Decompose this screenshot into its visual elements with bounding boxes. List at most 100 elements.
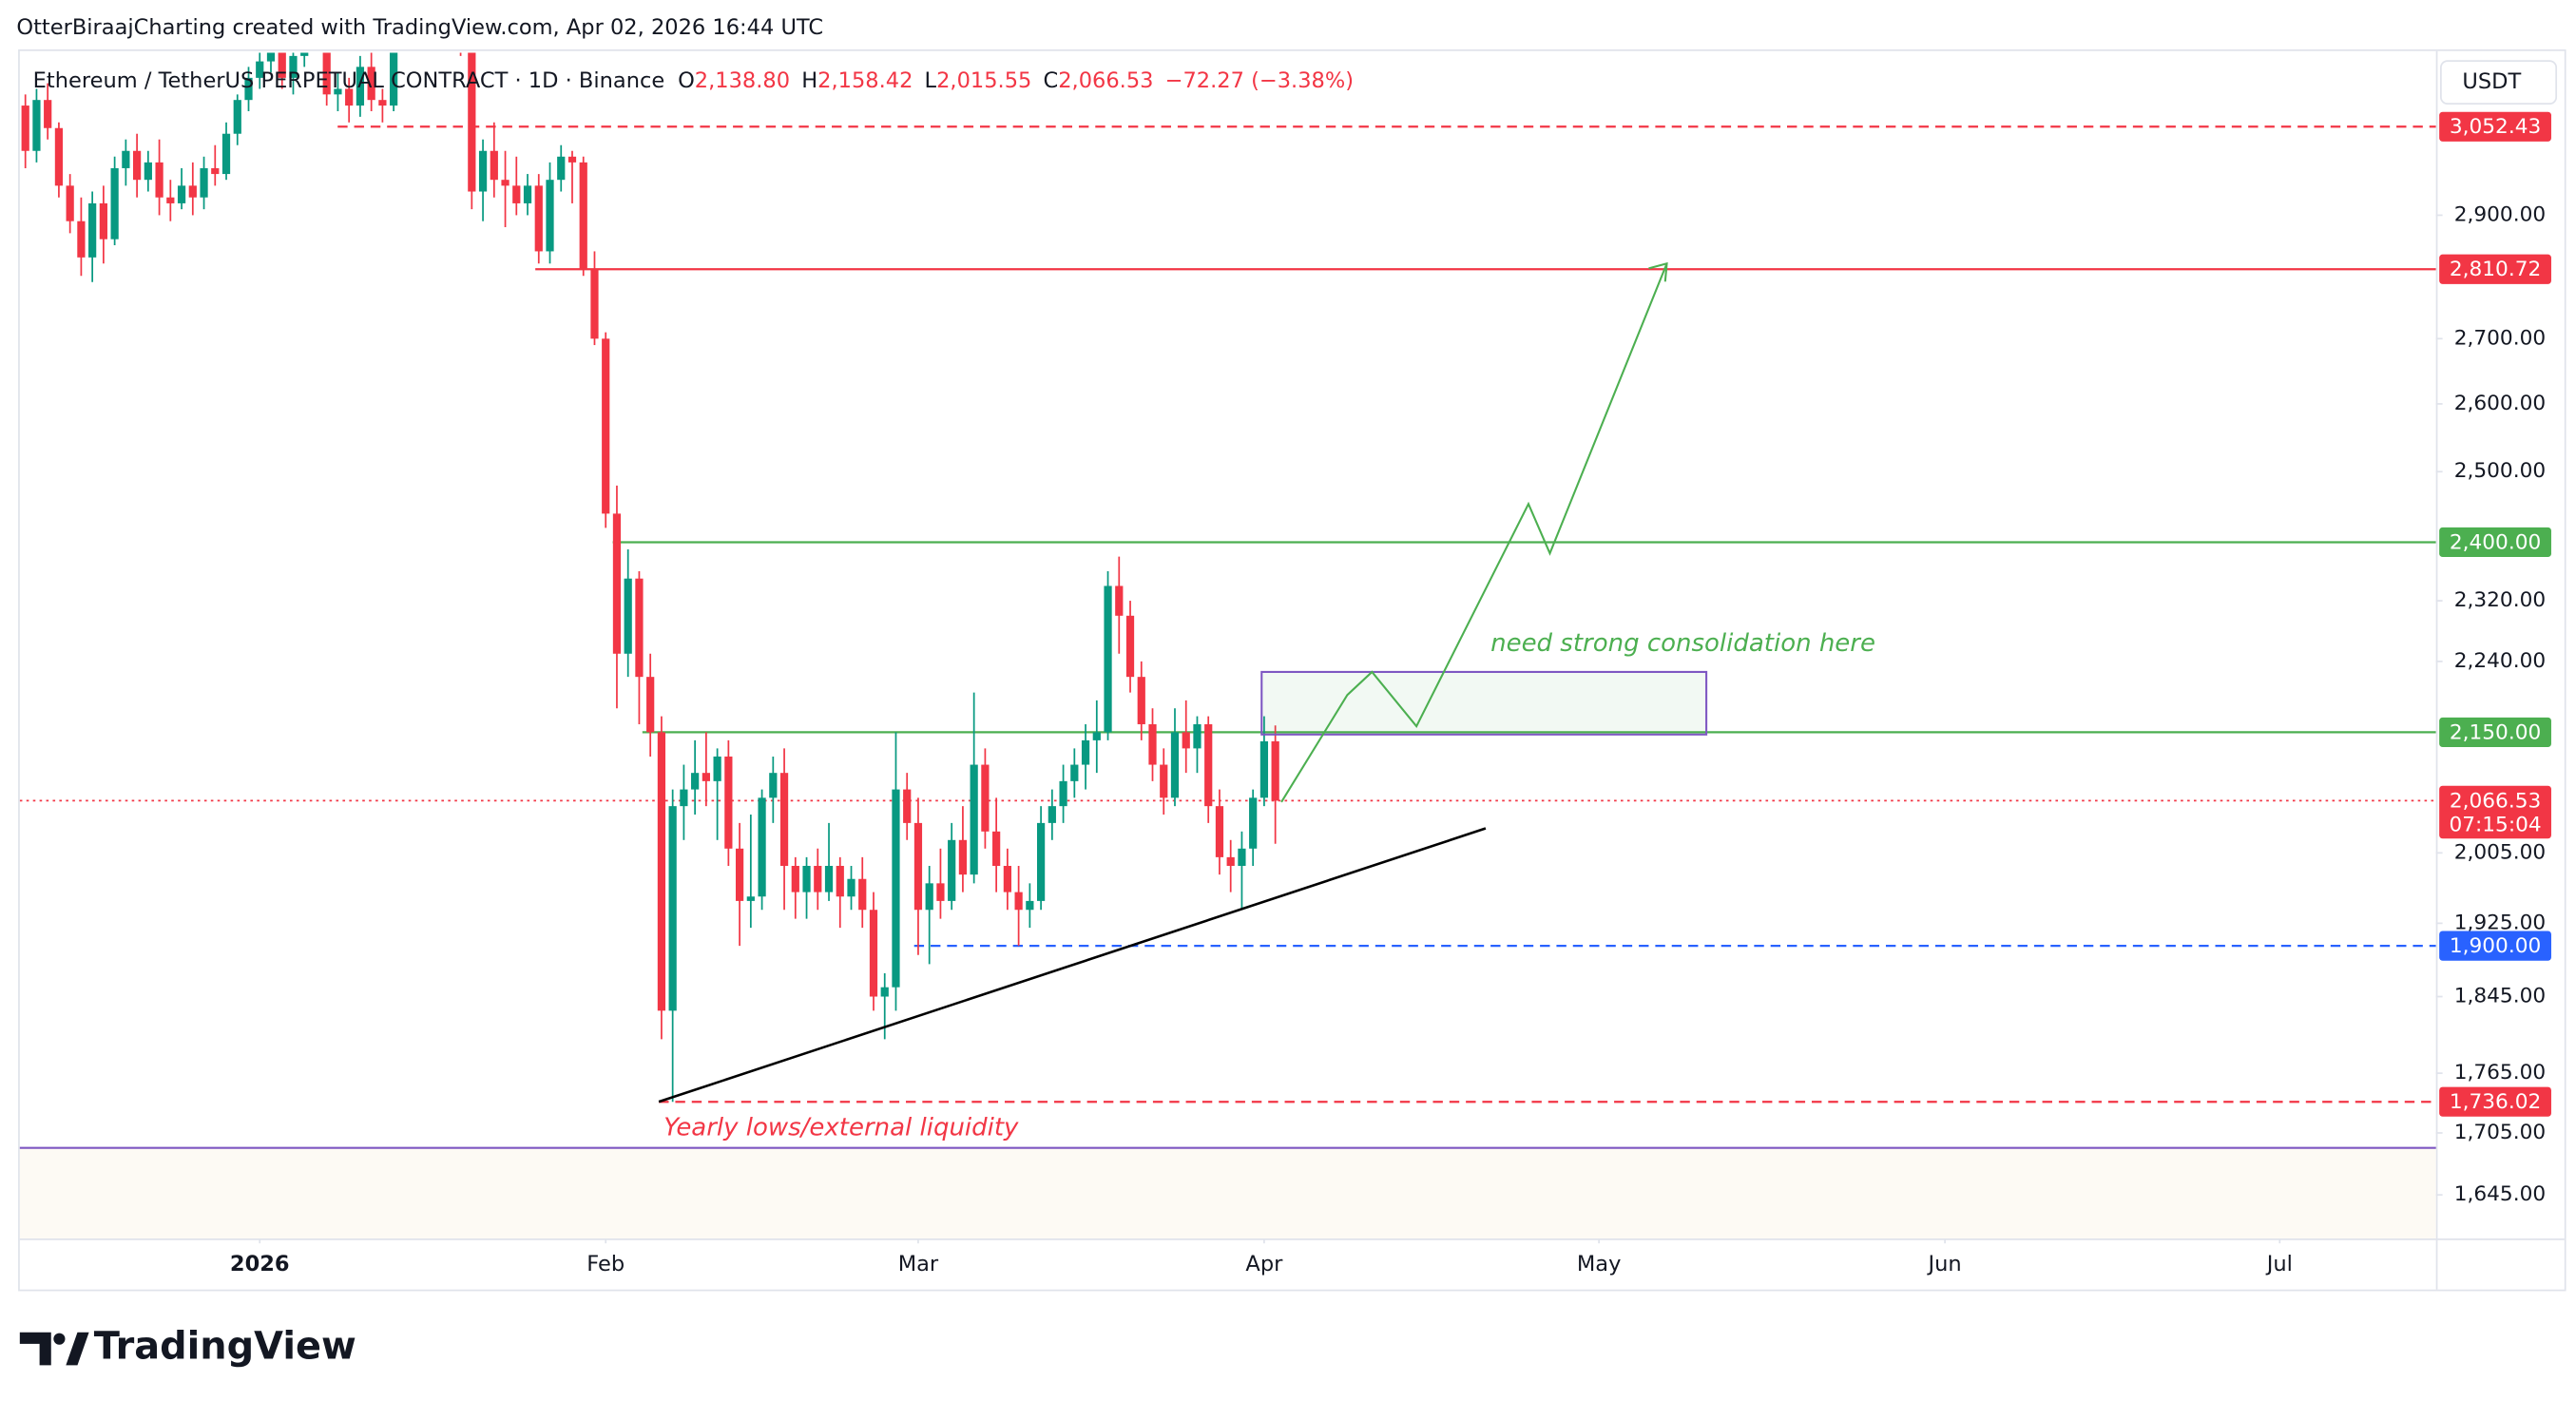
candle-body xyxy=(1215,806,1224,857)
candle-body xyxy=(166,197,175,203)
y-tick-label: 2,700.00 xyxy=(2454,326,2546,350)
candle-body xyxy=(501,180,509,186)
candle-body xyxy=(1059,780,1067,807)
last-price-label: 2,066.53 xyxy=(2450,789,2541,813)
candle-body xyxy=(278,52,286,78)
candle-body xyxy=(1104,585,1112,733)
price-level-label: 1,736.02 xyxy=(2450,1090,2541,1114)
annotation: need strong consolidation here xyxy=(1490,629,1875,658)
candle-body xyxy=(847,878,855,897)
candle-body xyxy=(110,167,119,240)
currency[interactable]: USDT xyxy=(2462,69,2521,94)
price-level-label: 1,900.00 xyxy=(2450,934,2541,958)
y-tick-label: 2,320.00 xyxy=(2454,588,2546,612)
candle-body xyxy=(880,987,889,997)
price-level-tag xyxy=(2439,717,2551,748)
candle-body xyxy=(948,839,956,901)
candle-body xyxy=(602,338,610,514)
brand-name: TradingView xyxy=(94,1325,356,1369)
candle-body xyxy=(1048,806,1056,823)
ohlc-value: 2,066.53 xyxy=(1058,67,1153,92)
candle-body xyxy=(713,756,721,781)
candle-body xyxy=(779,773,789,866)
candle-body xyxy=(1259,740,1269,798)
candle-body xyxy=(1081,739,1090,765)
candle-body xyxy=(21,106,29,151)
y-tick-label: 2,600.00 xyxy=(2454,392,2546,415)
y-tick-label: 2,900.00 xyxy=(2454,202,2546,226)
candle-body xyxy=(869,910,878,997)
y-tick-label: 2,500.00 xyxy=(2454,459,2546,483)
brand-logo: TradingView xyxy=(19,1325,356,1369)
candle-body xyxy=(88,202,97,258)
candle-body xyxy=(367,67,375,101)
candle-body xyxy=(244,77,253,101)
currency-button[interactable] xyxy=(2440,60,2558,106)
candle-body xyxy=(77,221,86,258)
x-tick-label: 2026 xyxy=(230,1252,290,1276)
candle-body xyxy=(1238,848,1246,866)
candle-body xyxy=(791,865,799,892)
candle-body xyxy=(144,162,152,181)
candle-body xyxy=(300,52,309,56)
candle-body xyxy=(523,185,532,203)
ohlc-key: L xyxy=(925,67,937,92)
candle-body xyxy=(892,789,900,988)
x-tick-label: Apr xyxy=(1245,1252,1283,1276)
candle-body xyxy=(390,52,398,106)
candle-body xyxy=(468,52,476,192)
candle-body xyxy=(122,150,130,168)
y-tick-label: 1,705.00 xyxy=(2454,1121,2546,1144)
candle-body xyxy=(668,806,677,1011)
candle-body xyxy=(1160,764,1168,798)
candle-body xyxy=(824,865,834,892)
trendline xyxy=(658,827,1487,1104)
candle-body xyxy=(512,185,521,203)
candle-body xyxy=(903,789,912,823)
price-level-label: 2,150.00 xyxy=(2450,720,2541,744)
price-level-tag xyxy=(2439,254,2551,284)
candle-body xyxy=(579,162,587,270)
candle-body xyxy=(612,513,622,654)
candle-body xyxy=(1182,732,1190,749)
candle-body xyxy=(1204,723,1213,807)
candle-body xyxy=(913,822,923,911)
x-tick-label: Jul xyxy=(2265,1252,2293,1276)
range-fill xyxy=(19,1147,2436,1238)
candle-body xyxy=(256,61,264,78)
candle-body xyxy=(211,167,220,175)
ohlc-key: O xyxy=(678,67,695,92)
candle-body xyxy=(1115,585,1124,616)
candle-body xyxy=(758,797,766,897)
y-tick-label: 1,925.00 xyxy=(2454,911,2546,934)
consolidation-box xyxy=(1260,670,1708,736)
candle-body xyxy=(221,133,231,175)
ohlc-value: 2,158.42 xyxy=(817,67,913,92)
candle-body xyxy=(478,150,488,192)
candle-body xyxy=(1003,865,1011,892)
candle-body xyxy=(345,88,354,106)
symbol-title: Ethereum / TetherUS PERPETUAL CONTRACT ·… xyxy=(33,67,665,92)
y-tick-label: 2,240.00 xyxy=(2454,649,2546,673)
candle-body xyxy=(769,773,778,798)
candle-body xyxy=(1070,764,1079,781)
y-tick-label: 1,645.00 xyxy=(2454,1182,2546,1206)
y-tick-label: 1,765.00 xyxy=(2454,1061,2546,1084)
candle-body xyxy=(1249,797,1258,849)
logo-mark xyxy=(19,1332,51,1366)
candle-body xyxy=(691,773,700,790)
candle-body xyxy=(981,764,990,832)
ohlc-value: 2,015.55 xyxy=(936,67,1031,92)
logo-mark xyxy=(53,1333,66,1345)
price-level-tag xyxy=(2439,931,2551,961)
frame xyxy=(18,48,2566,1292)
candle-body xyxy=(925,883,933,911)
price-level-label: 2,810.72 xyxy=(2450,258,2541,281)
candle-body xyxy=(356,67,365,106)
credit: OtterBiraajCharting created with Trading… xyxy=(16,15,823,40)
candle-body xyxy=(1125,615,1135,678)
projection-arrowhead xyxy=(1648,261,1668,282)
candle-body xyxy=(54,127,64,186)
x-tick-label: Jun xyxy=(1927,1252,1962,1276)
